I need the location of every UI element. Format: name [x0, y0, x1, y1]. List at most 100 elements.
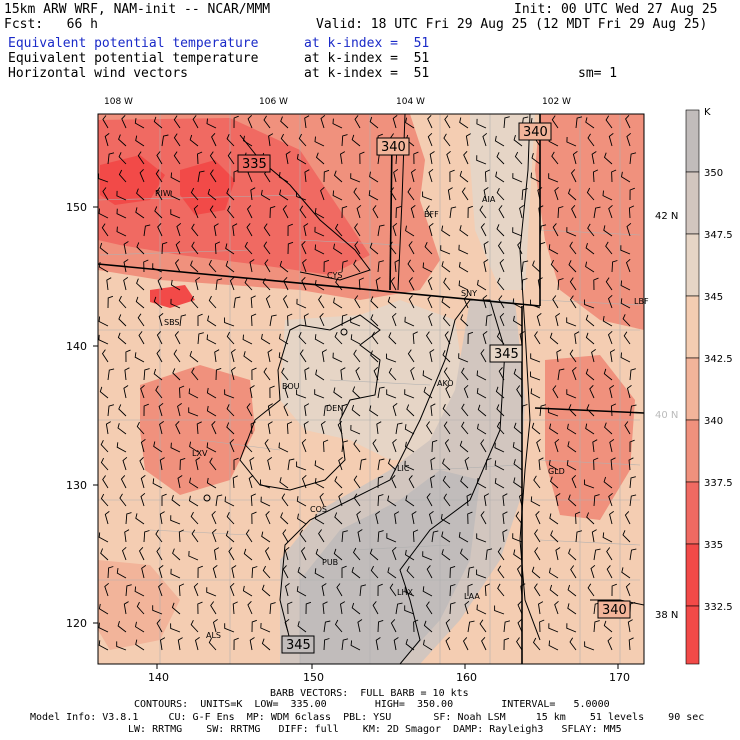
- wind-barb: [392, 438, 397, 453]
- wind-barb: [377, 260, 384, 273]
- wind-barb: [179, 457, 186, 471]
- wind-barb: [519, 331, 525, 345]
- wind-barb: [117, 423, 127, 435]
- wind-barb: [566, 460, 577, 471]
- wind-barb: [430, 403, 436, 417]
- wind-barb: [404, 460, 415, 471]
- wind-barb: [321, 583, 327, 597]
- wind-barb: [281, 493, 289, 507]
- wind-barb: [476, 388, 487, 399]
- wind-barb: [569, 241, 577, 255]
- wind-barb: [323, 169, 330, 183]
- wind-barb: [278, 172, 289, 183]
- wind-barb: [100, 548, 109, 561]
- wind-barb: [143, 368, 150, 381]
- wind-barb: [390, 277, 397, 291]
- wind-barb: [443, 421, 451, 435]
- wind-barb: [602, 532, 613, 543]
- wind-barb: [603, 476, 613, 489]
- wind-barb: [232, 475, 238, 489]
- wind-barb: [116, 190, 127, 201]
- wind-barb: [230, 367, 236, 381]
- wind-barb: [102, 187, 109, 201]
- wind-barb: [629, 368, 636, 381]
- wind-barb: [463, 384, 469, 399]
- wind-barb: [190, 295, 199, 309]
- wind-barb: [551, 115, 559, 129]
- wind-barb: [441, 261, 451, 273]
- city-label: BFF: [424, 210, 439, 219]
- wind-barb: [603, 152, 613, 165]
- wind-barb: [530, 388, 541, 399]
- wind-barb: [143, 224, 151, 237]
- wind-barb: [388, 332, 397, 345]
- wind-barb: [410, 169, 416, 183]
- wind-barb: [413, 151, 419, 165]
- wind-barb: [449, 169, 455, 183]
- wind-barb: [230, 349, 236, 363]
- wind-barb: [197, 170, 205, 183]
- wind-barb: [206, 118, 217, 129]
- wind-barb: [304, 367, 310, 381]
- wind-barb: [480, 511, 487, 525]
- field3-name: Horizontal wind vectors: [8, 66, 189, 81]
- wind-barb: [567, 423, 577, 435]
- wind-barb: [377, 619, 384, 633]
- wind-barb: [161, 134, 169, 147]
- wind-barb: [620, 298, 631, 309]
- wind-barb: [482, 132, 488, 147]
- wind-barb: [484, 583, 490, 597]
- wind-barb: [566, 389, 577, 399]
- wind-barb: [503, 620, 511, 633]
- wind-barb: [174, 331, 181, 345]
- model-info: Model Info: V3.8.1 CU: G-F Ens MP: WDM 6…: [30, 712, 705, 723]
- wind-barb: [153, 296, 163, 309]
- wind-barb: [303, 421, 309, 435]
- wind-barb: [121, 546, 127, 561]
- fill-red-spot3: [150, 285, 195, 308]
- wind-barb: [140, 475, 146, 489]
- wind-barb: [443, 367, 451, 381]
- wind-barb: [118, 314, 127, 327]
- wind-barb: [314, 460, 325, 471]
- wind-barb: [278, 352, 289, 363]
- wind-barb: [603, 620, 613, 633]
- wind-barb: [584, 299, 595, 309]
- wind-barb: [136, 278, 145, 291]
- wind-barb: [296, 191, 307, 201]
- wind-barb: [548, 244, 559, 255]
- wind-barb: [405, 441, 415, 453]
- wind-barb: [521, 278, 528, 291]
- wind-barb: [98, 622, 109, 633]
- wind-barb: [426, 493, 433, 507]
- wind-barb: [539, 241, 546, 255]
- wind-barb: [322, 601, 328, 615]
- wind-barb: [190, 511, 199, 525]
- wind-barb: [320, 114, 326, 129]
- wind-barb: [231, 565, 237, 579]
- wind-barb: [593, 277, 599, 291]
- wind-barb: [137, 151, 145, 165]
- wind-barb: [480, 439, 487, 453]
- wind-barb: [530, 172, 541, 183]
- y-tick-label: 150: [66, 201, 87, 214]
- wind-barb: [177, 637, 183, 651]
- wind-barb: [225, 260, 235, 273]
- wind-barb: [354, 241, 361, 255]
- wind-barb: [134, 586, 145, 597]
- wind-barb: [512, 442, 523, 453]
- wind-barb: [190, 260, 199, 273]
- wind-barb: [515, 511, 523, 525]
- wind-barb: [209, 151, 217, 165]
- wind-barb: [370, 350, 379, 363]
- wind-barb: [629, 152, 637, 165]
- wind-barb: [152, 605, 163, 615]
- wind-barb: [376, 421, 382, 435]
- wind-barb: [212, 565, 218, 579]
- wind-barb: [100, 493, 109, 507]
- wind-barb: [262, 565, 271, 579]
- wind-barb: [226, 512, 235, 525]
- wind-barb: [431, 530, 439, 543]
- wind-barb: [476, 370, 487, 381]
- wind-barb: [461, 403, 469, 417]
